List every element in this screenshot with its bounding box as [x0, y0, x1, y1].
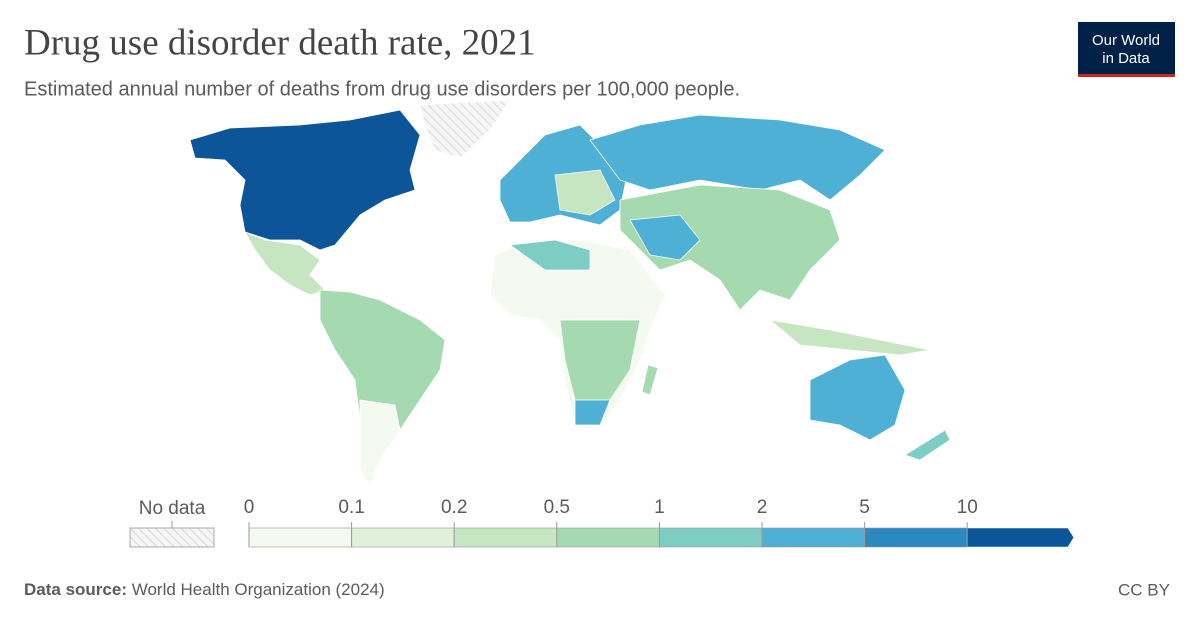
world-map	[189, 99, 951, 486]
legend-tick-label: 0	[244, 497, 255, 518]
legend-swatch	[453, 527, 558, 548]
russia	[589, 114, 886, 201]
logo-stripe	[1078, 74, 1175, 77]
madagascar	[641, 364, 659, 396]
middle-east	[629, 214, 701, 261]
southern-cone	[359, 399, 401, 486]
legend-swatch	[556, 527, 660, 548]
footer-source: Data source: World Health Organization (…	[24, 580, 385, 599]
legend-tick-label: 2	[757, 497, 768, 518]
logo-text: in Data	[1102, 50, 1150, 67]
north-africa	[509, 239, 591, 271]
no-data-label: No data	[139, 498, 206, 519]
legend-swatch	[966, 527, 1075, 548]
legend-swatch	[248, 527, 352, 548]
license: CC BY	[1118, 580, 1170, 599]
legend-swatch	[659, 527, 763, 548]
eastern-europe	[554, 169, 616, 216]
central-africa	[559, 319, 641, 401]
legend-tick-label: 5	[859, 497, 870, 518]
legend-swatch	[761, 527, 865, 548]
legend-tick-label: 0.5	[544, 497, 570, 518]
legend-tick-label: 0.1	[338, 497, 364, 518]
legend-tick-label: 0.2	[441, 497, 467, 518]
logo-box	[1078, 22, 1175, 77]
southern-africa	[574, 399, 611, 426]
legend-tick-label: 10	[957, 497, 978, 518]
subtitle: Estimated annual number of deaths from d…	[24, 78, 740, 100]
greenland	[419, 99, 511, 159]
legend-swatch	[351, 527, 455, 548]
legend-swatch	[864, 527, 968, 548]
new-zealand	[904, 429, 951, 461]
logo-text: Our World	[1092, 32, 1160, 49]
australia	[809, 354, 906, 441]
legend-tick-label: 1	[654, 497, 665, 518]
north-america	[189, 109, 421, 251]
logo: Our World in Data	[1078, 22, 1175, 77]
legend: No data 0 0.1 0.2 0.5 1 2 5 10	[129, 497, 1075, 548]
title: Drug use disorder death rate, 2021	[24, 22, 536, 63]
source-label: Data source:	[24, 580, 127, 599]
southeast-asia-islands	[769, 319, 931, 356]
no-data-swatch	[129, 527, 215, 548]
source: World Health Organization (2024)	[132, 580, 385, 599]
